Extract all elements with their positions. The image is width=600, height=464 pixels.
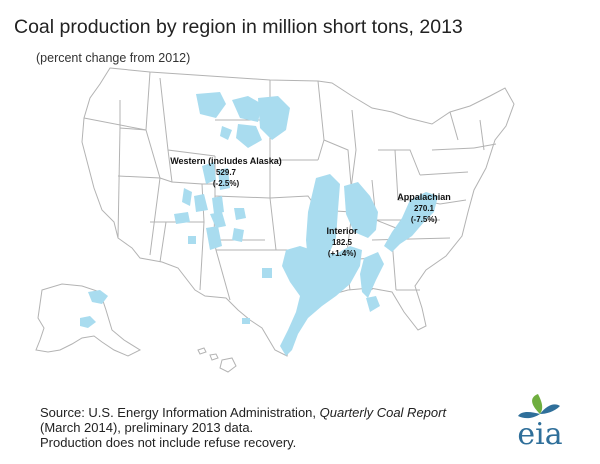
label-western: Western (includes Alaska) 529.7 (-2.5%) [170,156,282,188]
label-interior: Interior 182.5 (+1.4%) [326,226,358,258]
source-line-1: Source: U.S. Energy Information Administ… [40,405,510,420]
eia-leaf-icon [518,394,560,419]
page-title: Coal production by region in million sho… [14,16,463,38]
us-outline [81,67,515,357]
region-appalachian-name: Appalachian [397,192,451,202]
source-publication: Quarterly Coal Report [319,405,447,420]
source-line-2: (March 2014), preliminary 2013 data. [40,420,254,435]
region-western-change: (-2.5%) [213,179,240,188]
region-western-value: 529.7 [216,168,237,177]
region-interior-name: Interior [326,226,358,236]
source-line-3: Production does not include refuse recov… [40,435,297,450]
label-appalachian: Appalachian 270.1 (-7.5%) [397,192,451,224]
region-western-name: Western (includes Alaska) [170,156,282,166]
region-appalachian-value: 270.1 [414,204,435,213]
region-interior-change: (+1.4%) [328,249,357,258]
page-subtitle: (percent change from 2012) [36,51,191,65]
source-prefix: Source: U.S. Energy Information Administ… [40,405,317,420]
eia-logo-text: eia [517,417,562,452]
coal-regions [80,92,438,356]
region-interior-value: 182.5 [332,238,353,247]
hawaii-islands [197,347,237,373]
eia-logo: eia [517,394,563,452]
region-appalachian-change: (-7.5%) [411,215,438,224]
source-note: Source: U.S. Energy Information Administ… [40,405,510,450]
